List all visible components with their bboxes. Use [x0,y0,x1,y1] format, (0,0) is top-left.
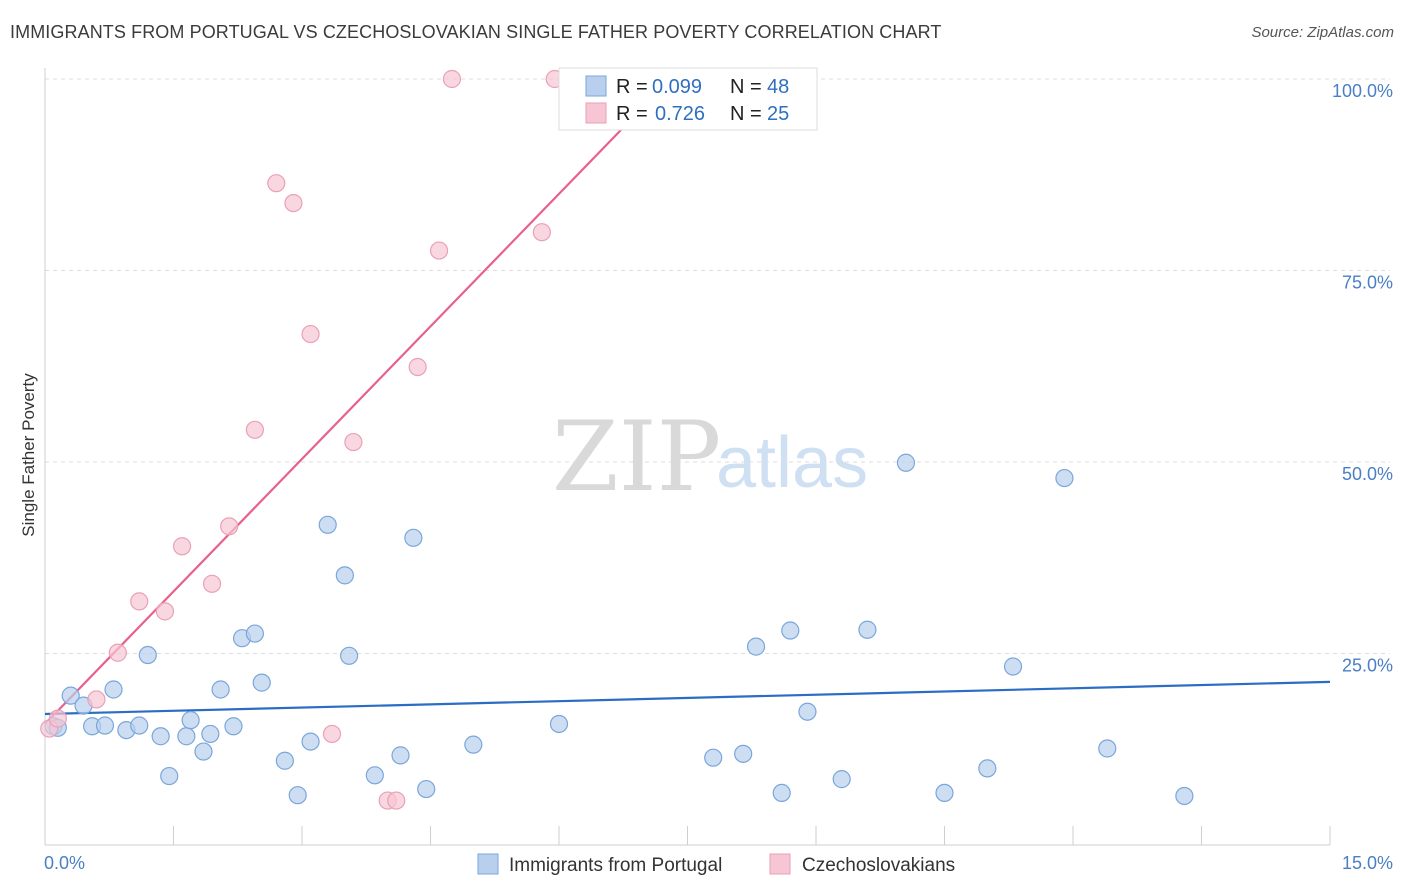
portugal-point [211,680,230,699]
stats-r-value-blue: 0.099 [652,76,702,98]
stats-n-label-pink: N = [730,103,762,125]
portugal-point [391,746,410,765]
portugal-point [224,717,243,736]
czechoslovakian-point [284,193,303,213]
czechoslovakian-point [532,223,551,242]
czechoslovakian-point [220,517,239,536]
czechoslovakian-point [301,324,320,344]
stats-n-label-blue: N = [730,76,762,98]
czechoslovakian-point [130,592,149,611]
portugal-point [151,727,170,746]
stats-legend: R = 0.099 N = 48 R = 0.726 N = 25 [558,67,818,131]
czechoslovakian-point [267,174,286,193]
portugal-trend-line [44,680,1331,716]
y-axis-title: Single Father Poverty [19,373,38,537]
chart-title: IMMIGRANTS FROM PORTUGAL VS CZECHOSLOVAK… [10,22,942,42]
portugal-point [896,453,916,472]
czechoslovakian-point [172,537,192,556]
series-czechoslovakians-points [40,69,723,810]
y-tick-label: 75.0% [1342,273,1393,293]
czechoslovakian-point [344,432,363,452]
czechoslovakian-point [202,574,222,593]
portugal-point [252,673,271,692]
czechoslovakian-point [387,791,406,810]
watermark-atlas: atlas [716,423,868,503]
y-tick-label: 50.0% [1342,464,1393,484]
portugal-point [935,783,954,803]
portugal-point [858,620,877,639]
y-tick-label: 25.0% [1342,656,1393,676]
stats-legend-swatch-blue [585,75,607,97]
portugal-point [549,714,569,734]
czechoslovakian-point [408,357,427,377]
portugal-point [104,680,123,699]
portugal-point [417,779,436,799]
portugal-point [194,742,213,761]
portugal-point [772,783,791,803]
portugal-point [130,716,149,735]
series-legend: Immigrants from Portugal Czechoslovakian… [477,853,955,876]
portugal-point [138,645,157,665]
y-tick-label: 100.0% [1332,81,1393,101]
y-tick-labels: 25.0% 50.0% 75.0% 100.0% [1332,81,1393,676]
portugal-point [245,624,264,643]
watermark: ZIP atlas [552,401,868,513]
portugal-point [340,646,359,665]
x-tick-label: 15.0% [1342,853,1393,873]
czechoslovakian-point [48,709,67,728]
portugal-point [365,766,384,785]
portugal-point [301,732,320,751]
portugal-point [746,637,766,656]
x-tick-labels: 0.0% 15.0% [44,853,1393,873]
czechoslovakian-point [322,724,342,744]
legend-swatch-portugal [477,853,499,875]
legend-label-czechoslovakians: Czechoslovakians [802,855,955,876]
czechoslovakian-point [429,241,449,260]
portugal-point [181,711,200,730]
portugal-point [335,566,354,585]
czechoslovakian-point [87,690,106,709]
portugal-point [798,702,817,721]
stats-r-label-pink: R = [616,103,648,125]
x-tick-label: 0.0% [44,853,85,873]
portugal-point [61,686,80,705]
czechoslovakian-trend-line [44,78,672,725]
stats-legend-swatch-pink [585,102,607,124]
stats-n-value-pink: 25 [767,103,789,125]
portugal-point [1175,786,1194,806]
portugal-point [318,515,337,534]
stats-n-value-blue: 48 [767,76,789,98]
czechoslovakian-point [108,643,127,662]
portugal-point [978,759,997,778]
portugal-point [160,766,179,786]
portugal-point [177,727,196,746]
portugal-point [781,621,800,640]
source-credit: Source: ZipAtlas.com [1251,24,1394,41]
portugal-point [1003,657,1023,676]
portugal-point [201,724,220,744]
portugal-point [275,751,294,770]
x-axis-ticks [44,826,1331,845]
portugal-point [95,716,115,735]
legend-swatch-czechoslovakians [769,853,791,875]
portugal-point [288,786,307,805]
czechoslovakian-point [155,602,175,621]
legend-label-portugal: Immigrants from Portugal [509,855,722,876]
portugal-point [734,744,753,763]
portugal-point [1055,468,1074,488]
portugal-point [1098,739,1117,758]
portugal-point [464,735,483,754]
portugal-point [704,748,723,767]
watermark-zip: ZIP [552,401,721,513]
gridlines [45,78,1390,654]
stats-r-value-pink: 0.726 [655,103,705,125]
stats-r-label-blue: R = [616,76,648,98]
portugal-point [832,770,851,789]
trend-lines [44,78,1331,725]
czechoslovakian-point [245,420,264,439]
portugal-point [404,528,423,547]
czechoslovakian-point [442,69,462,89]
